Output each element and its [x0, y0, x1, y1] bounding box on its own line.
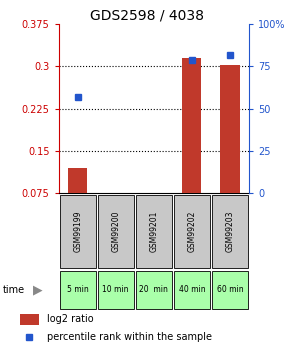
- Text: GSM99203: GSM99203: [226, 210, 234, 252]
- Text: GSM99199: GSM99199: [73, 210, 82, 252]
- Bar: [183, 58, 202, 193]
- Text: 10 min: 10 min: [103, 285, 129, 294]
- Text: 60 min: 60 min: [217, 285, 243, 294]
- Text: GSM99202: GSM99202: [188, 210, 196, 252]
- Bar: [20, 314, 39, 325]
- Bar: [174, 195, 210, 268]
- Text: 40 min: 40 min: [179, 285, 205, 294]
- Bar: [59, 271, 96, 309]
- Bar: [68, 168, 87, 193]
- Text: GSM99201: GSM99201: [149, 210, 158, 252]
- Text: time: time: [3, 285, 25, 295]
- Text: GDS2598 / 4038: GDS2598 / 4038: [89, 9, 204, 23]
- Text: 5 min: 5 min: [67, 285, 88, 294]
- Bar: [59, 195, 96, 268]
- Bar: [136, 195, 172, 268]
- Bar: [174, 271, 210, 309]
- Bar: [136, 271, 172, 309]
- Text: percentile rank within the sample: percentile rank within the sample: [47, 333, 212, 342]
- Bar: [98, 271, 134, 309]
- Bar: [221, 65, 240, 193]
- Text: ▶: ▶: [33, 283, 43, 296]
- Bar: [212, 195, 248, 268]
- Text: 20  min: 20 min: [139, 285, 168, 294]
- Bar: [98, 195, 134, 268]
- Bar: [212, 271, 248, 309]
- Text: GSM99200: GSM99200: [111, 210, 120, 252]
- Text: log2 ratio: log2 ratio: [47, 315, 94, 324]
